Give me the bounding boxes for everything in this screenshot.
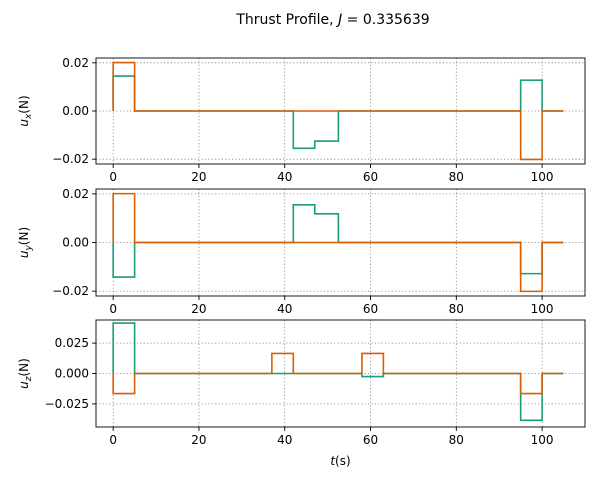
y-tick-label: −0.02 [52, 152, 89, 166]
series-line-orange [112, 352, 564, 395]
y-tick-label: 0.000 [55, 367, 89, 381]
label-sub: x [24, 113, 34, 120]
label-var: u [17, 381, 31, 389]
label-unit: (s) [335, 454, 351, 468]
x-tick-label: 80 [449, 302, 464, 316]
label-unit: (N) [17, 358, 31, 376]
y-tick-label: 0.02 [62, 187, 89, 201]
x-tick-label: 100 [531, 302, 554, 316]
x-tick-label: 0 [109, 302, 117, 316]
series-line-orange [112, 192, 564, 293]
x-tick-label: 60 [363, 170, 378, 184]
label-sub: y [24, 245, 34, 252]
y-tick-label: 0.025 [55, 336, 89, 350]
series-line-green [112, 75, 564, 150]
title-text: Thrust Profile, [235, 12, 338, 28]
label-sub: z [24, 376, 34, 382]
y-axis-label: uz(N) [17, 358, 34, 389]
x-tick-label: 40 [277, 302, 292, 316]
x-tick-label: 80 [449, 433, 464, 447]
series-line-green [112, 322, 564, 422]
x-tick-label: 80 [449, 170, 464, 184]
x-tick-label: 20 [191, 170, 206, 184]
subplot-2: 0 20 40 60 80 100 −0.02 0.00 0.02 uy(N) [17, 187, 586, 316]
y-axis-label: ux(N) [17, 95, 34, 126]
label-unit: (N) [17, 227, 31, 245]
label-var: u [17, 119, 31, 127]
series-line-orange [112, 61, 564, 161]
x-tick-label: 100 [531, 170, 554, 184]
title-value: = 0.335639 [342, 12, 429, 28]
x-axis-label: t(s) [330, 454, 350, 468]
figure-title: Thrust Profile, J = 0.335639 [235, 12, 429, 28]
x-tick-label: 60 [363, 433, 378, 447]
x-tick-label: 60 [363, 302, 378, 316]
y-tick-label: 0.00 [62, 104, 89, 118]
x-tick-label: 0 [109, 433, 117, 447]
x-tick-label: 20 [191, 302, 206, 316]
x-tick-label: 100 [531, 433, 554, 447]
x-tick-label: 20 [191, 433, 206, 447]
y-axis-label: uy(N) [17, 227, 34, 258]
subplot-3: 0 20 40 60 80 100 −0.025 0.000 0.025 uz(N) t(s) [17, 319, 586, 468]
y-tick-label: −0.025 [45, 397, 89, 411]
label-var: u [17, 250, 31, 258]
title-symbol: J [335, 12, 342, 28]
y-tick-label: −0.02 [52, 284, 89, 298]
label-unit: (N) [17, 95, 31, 113]
x-tick-label: 0 [109, 170, 117, 184]
subplot-1: 0 20 40 60 80 100 −0.02 0.00 0.02 ux(N) [17, 56, 586, 184]
series-line-green [112, 204, 564, 278]
y-tick-label: 0.00 [62, 236, 89, 250]
x-tick-label: 40 [277, 170, 292, 184]
y-tick-label: 0.02 [62, 56, 89, 70]
x-tick-label: 40 [277, 433, 292, 447]
label-var: t [330, 454, 336, 468]
